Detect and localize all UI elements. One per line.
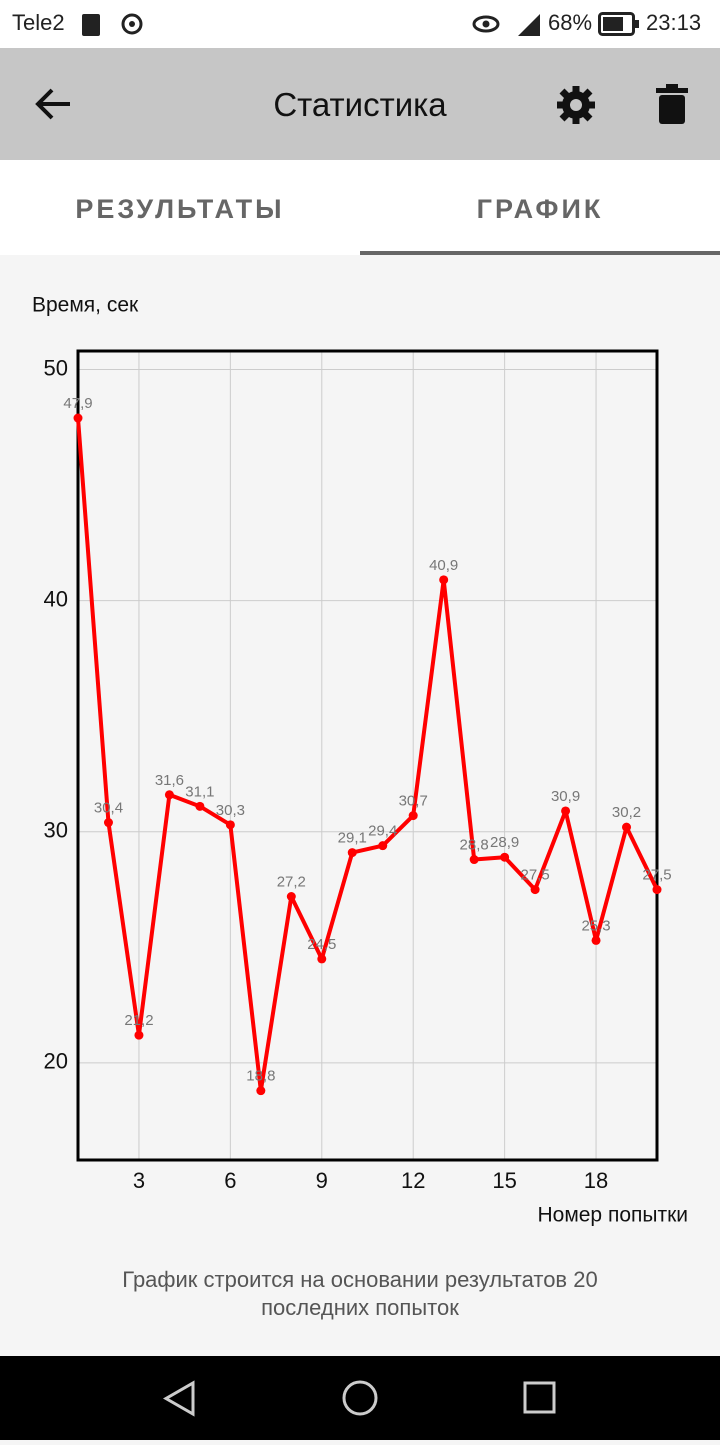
y-axis-label: Время, сек: [32, 294, 139, 317]
chart: Время, сек Номер попытки 20 30 40 50 3 6 9 12 15 18…: [32, 294, 688, 1227]
status-icons-right: [472, 14, 540, 36]
value-label: 24,5: [307, 936, 336, 953]
value-label: 30,2: [612, 804, 641, 821]
carrier: Tele2: [12, 10, 65, 35]
nav-buttons: [162, 1380, 556, 1417]
data-point: [317, 954, 327, 964]
value-label: 27,5: [642, 867, 671, 884]
value-label: 30,9: [551, 788, 580, 805]
battery-icon: [598, 12, 639, 36]
data-point: [195, 801, 205, 811]
data-point: [439, 575, 449, 585]
status-icons: [82, 13, 143, 36]
value-label: 28,8: [460, 836, 489, 853]
value-label: 47,9: [63, 395, 92, 412]
data-point: [134, 1030, 144, 1040]
data-point: [103, 818, 113, 828]
data-point: [591, 935, 601, 945]
data-point: [469, 855, 479, 865]
value-label: 30,7: [399, 793, 428, 810]
nav-home[interactable]: [342, 1380, 378, 1416]
x-tick-label: 18: [584, 1168, 608, 1193]
data-point: [225, 820, 235, 830]
data-point: [378, 841, 388, 851]
nav-recent[interactable]: [523, 1381, 556, 1414]
settings-button[interactable]: [555, 84, 597, 126]
delete-button[interactable]: [656, 84, 688, 124]
back-button[interactable]: [34, 86, 74, 122]
data-point: [408, 811, 418, 821]
data-point: [256, 1086, 266, 1096]
app-title: Статистика: [273, 86, 447, 123]
value-label: 29,1: [338, 830, 367, 847]
y-tick-label: 50: [44, 355, 68, 380]
app-bar: Статистика: [0, 48, 720, 160]
tab-results[interactable]: РЕЗУЛЬТАТЫ: [75, 194, 285, 224]
x-tick-label: 6: [224, 1168, 236, 1193]
value-label: 30,4: [94, 800, 123, 817]
value-label: 25,3: [581, 917, 610, 934]
x-tick-label: 3: [133, 1168, 145, 1193]
data-point: [652, 885, 662, 895]
value-label: 21,2: [124, 1012, 153, 1029]
battery-level: 68%: [548, 10, 593, 35]
value-label: 27,5: [521, 867, 550, 884]
status-bar: Tele2 68% 23:13: [0, 0, 720, 48]
y-tick-label: 20: [44, 1049, 68, 1074]
data-point: [164, 790, 174, 800]
tab-indicator: [360, 251, 720, 255]
tab-chart[interactable]: ГРАФИК: [476, 194, 604, 224]
nav-back[interactable]: [162, 1380, 195, 1417]
value-label: 40,9: [429, 557, 458, 574]
x-axis-label: Номер попытки: [537, 1204, 688, 1227]
x-tick-label: 9: [316, 1168, 328, 1193]
x-tick-label: 12: [401, 1168, 425, 1193]
data-point: [73, 413, 83, 423]
footer-note: График строится на основании результатов…: [122, 1267, 598, 1320]
value-label: 31,1: [185, 783, 214, 800]
y-tick-label: 40: [44, 586, 68, 611]
value-label: 31,6: [155, 772, 184, 789]
nav-bar: [0, 1356, 720, 1440]
value-label: 30,3: [216, 802, 245, 819]
x-tick-label: 15: [492, 1168, 516, 1193]
value-label: 18,8: [246, 1068, 275, 1085]
data-point: [500, 852, 510, 862]
value-label: 27,2: [277, 873, 306, 890]
value-label: 28,9: [490, 834, 519, 851]
value-label: 29,4: [368, 823, 397, 840]
data-point: [347, 848, 357, 858]
data-point: [561, 806, 571, 816]
data-point: [286, 891, 296, 901]
data-point: [622, 822, 632, 832]
series-line: [76, 417, 659, 1093]
plot-frame: [76, 349, 659, 1162]
clock: 23:13: [646, 10, 702, 35]
data-point: [530, 885, 540, 895]
tab-bar: РЕЗУЛЬТАТЫ ГРАФИК: [0, 160, 720, 255]
y-tick-label: 30: [44, 818, 68, 843]
